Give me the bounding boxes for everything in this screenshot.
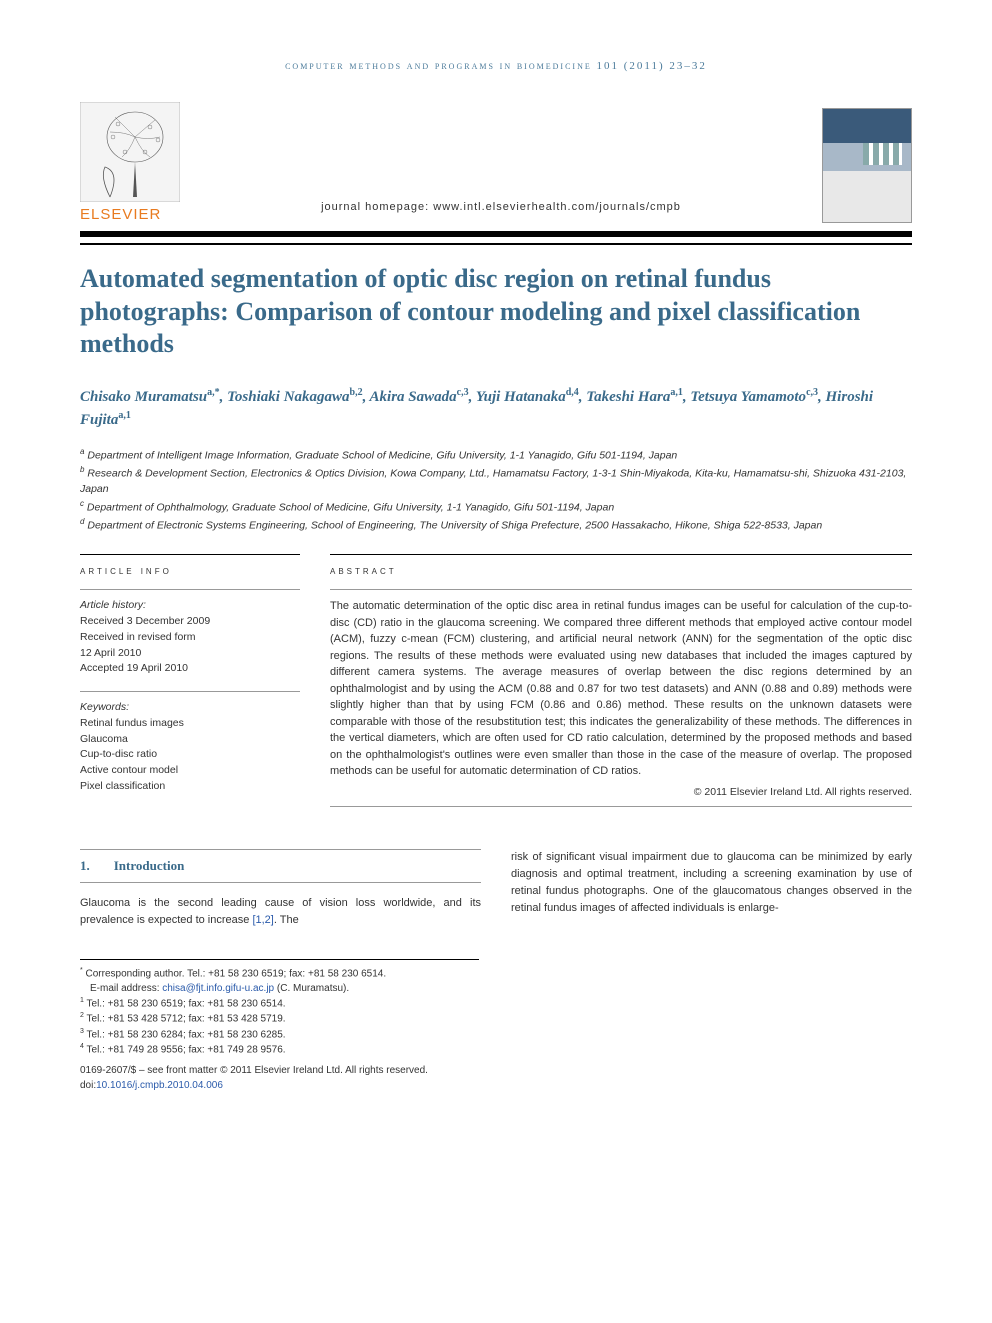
intro-num: 1.	[80, 858, 90, 873]
divider-thin	[80, 243, 912, 245]
keyword: Pixel classification	[80, 779, 300, 795]
author: Takeshi Haraa,1	[586, 389, 683, 405]
running-head: computer methods and programs in biomedi…	[80, 60, 912, 72]
author: Yuji Hatanakad,4	[476, 389, 579, 405]
issn-line: 0169-2607/$ – see front matter © 2011 El…	[80, 1063, 479, 1078]
article-title: Automated segmentation of optic disc reg…	[80, 263, 912, 361]
article-history: Article history: Received 3 December 200…	[80, 589, 300, 677]
keyword: Active contour model	[80, 763, 300, 779]
journal-homepage-label: journal homepage:	[321, 201, 429, 213]
affiliation: a Department of Intelligent Image Inform…	[80, 446, 912, 464]
copyright-line: © 2011 Elsevier Ireland Ltd. All rights …	[330, 786, 912, 807]
keyword: Glaucoma	[80, 732, 300, 748]
doi-line: doi:10.1016/j.cmpb.2010.04.006	[80, 1078, 479, 1093]
history-line: 12 April 2010	[80, 646, 300, 662]
author: Tetsuya Yamamotoc,3	[690, 389, 818, 405]
bottom-matter: 0169-2607/$ – see front matter © 2011 El…	[80, 1063, 479, 1093]
doi-label: doi:	[80, 1080, 96, 1091]
abstract-head: abstract	[330, 554, 912, 577]
author-list: Chisako Muramatsua,*, Toshiaki Nakagawab…	[80, 385, 912, 432]
corr-text: Corresponding author. Tel.: +81 58 230 6…	[86, 968, 387, 979]
article-info-column: article info Article history: Received 3…	[80, 554, 300, 808]
history-line: Received 3 December 2009	[80, 614, 300, 630]
affiliation-list: a Department of Intelligent Image Inform…	[80, 446, 912, 535]
intro-para-left: Glaucoma is the second leading cause of …	[80, 895, 481, 929]
citation-link[interactable]: [1,2]	[252, 914, 273, 926]
intro-text-b: . The	[274, 914, 299, 926]
publisher-logo-block: ELSEVIER	[80, 102, 180, 223]
history-line: Accepted 19 April 2010	[80, 661, 300, 677]
history-line: Received in revised form	[80, 630, 300, 646]
publisher-name: ELSEVIER	[80, 206, 161, 223]
history-label: Article history:	[80, 598, 300, 614]
journal-homepage-link[interactable]: www.intl.elsevierhealth.com/journals/cmp…	[433, 201, 681, 213]
journal-homepage: journal homepage: www.intl.elsevierhealt…	[180, 201, 822, 213]
intro-heading: 1. Introduction	[80, 849, 481, 883]
footnote-tel: 2 Tel.: +81 53 428 5712; fax: +81 53 428…	[80, 1011, 479, 1026]
header-row: ELSEVIER journal homepage: www.intl.else…	[80, 102, 912, 223]
author: Toshiaki Nakagawab,2	[227, 389, 362, 405]
info-abstract-row: article info Article history: Received 3…	[80, 554, 912, 808]
intro-title: Introduction	[114, 858, 185, 873]
body-col-left: 1. Introduction Glaucoma is the second le…	[80, 849, 481, 929]
footnotes: * Corresponding author. Tel.: +81 58 230…	[80, 959, 479, 1094]
email-label: E-mail address:	[90, 983, 159, 994]
email-who: (C. Muramatsu).	[277, 983, 349, 994]
elsevier-tree-icon	[80, 102, 180, 202]
footnote-tel: 4 Tel.: +81 749 28 9556; fax: +81 749 28…	[80, 1042, 479, 1057]
journal-cover-thumb	[822, 108, 912, 223]
doi-link[interactable]: 10.1016/j.cmpb.2010.04.006	[96, 1080, 223, 1091]
article-info-head: article info	[80, 554, 300, 577]
keyword: Retinal fundus images	[80, 716, 300, 732]
affiliation: d Department of Electronic Systems Engin…	[80, 516, 912, 534]
footnote-tel: 3 Tel.: +81 58 230 6284; fax: +81 58 230…	[80, 1027, 479, 1042]
keyword: Cup-to-disc ratio	[80, 747, 300, 763]
email-link[interactable]: chisa@fjt.info.gifu-u.ac.jp	[162, 983, 274, 994]
footnote-tel: 1 Tel.: +81 58 230 6519; fax: +81 58 230…	[80, 996, 479, 1011]
abstract-text: The automatic determination of the optic…	[330, 589, 912, 780]
keywords-label: Keywords:	[80, 700, 300, 716]
author: Chisako Muramatsua,*	[80, 389, 220, 405]
abstract-column: abstract The automatic determination of …	[330, 554, 912, 808]
keywords-block: Keywords: Retinal fundus imagesGlaucomaC…	[80, 691, 300, 795]
email-line: E-mail address: chisa@fjt.info.gifu-u.ac…	[80, 981, 479, 996]
corr-author-note: * Corresponding author. Tel.: +81 58 230…	[80, 966, 479, 981]
body-columns: 1. Introduction Glaucoma is the second le…	[80, 849, 912, 929]
divider-thick	[80, 231, 912, 237]
author: Akira Sawadac,3	[370, 389, 469, 405]
affiliation: b Research & Development Section, Electr…	[80, 464, 912, 498]
affiliation: c Department of Ophthalmology, Graduate …	[80, 498, 912, 516]
body-col-right: risk of significant visual impairment du…	[511, 849, 912, 929]
intro-para-right: risk of significant visual impairment du…	[511, 849, 912, 917]
